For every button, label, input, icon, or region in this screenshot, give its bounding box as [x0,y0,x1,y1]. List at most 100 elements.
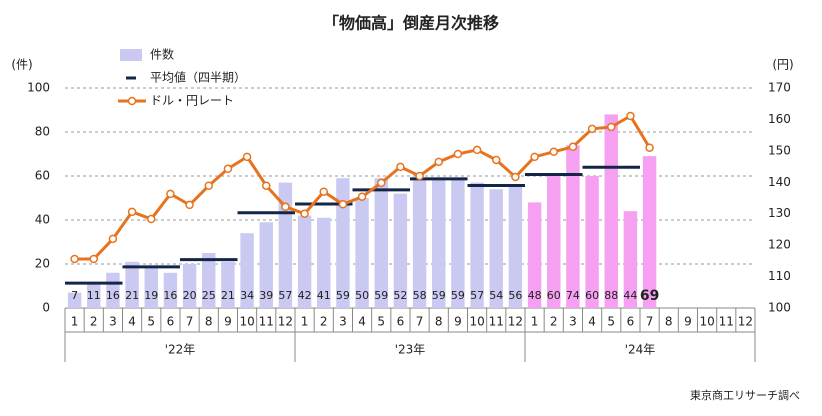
value-label: 59 [374,289,388,302]
y2-tick-label: 120 [768,238,791,252]
bar [412,180,427,308]
value-label: 20 [183,289,197,302]
bar [336,178,350,308]
chart-title: 「物価高」倒産月次推移 [323,14,499,33]
value-label: 19 [144,289,158,302]
y-unit: (件) [11,58,32,72]
x-tick-label: 10 [469,315,484,329]
x-tick-label: 5 [607,315,615,329]
x-tick-label: 1 [531,315,539,329]
bar [374,178,388,308]
bar [355,198,369,308]
bar [489,189,503,308]
x-tick-label: 11 [719,315,734,329]
rate-marker [549,147,558,157]
rate-marker [319,187,328,196]
bar [527,202,542,308]
value-label: 57 [470,289,484,302]
x-tick-label: 9 [454,315,462,329]
x-tick-label: 4 [588,315,596,329]
rate-marker [587,124,597,134]
bar [604,114,618,309]
rate-marker [492,155,501,165]
bar [470,182,484,308]
value-label: 16 [163,289,177,302]
value-label: 7 [71,289,78,302]
rate-marker [357,192,367,201]
value-label: 42 [298,289,312,302]
rate-marker [530,152,539,162]
rate-marker [127,207,137,217]
group-label: '23年 [395,343,426,357]
y2-tick-label: 130 [768,206,791,220]
bar [87,283,101,308]
value-label: 60 [547,289,561,302]
rate-marker [166,189,175,199]
bar [642,156,657,308]
bar [182,264,197,308]
x-tick-label: 8 [205,315,213,329]
x-tick-label: 7 [646,315,654,329]
rate-marker [453,149,463,159]
y2-unit: (円) [772,58,793,72]
rate-marker [645,143,654,152]
rate-marker [338,200,348,209]
x-tick-label: 6 [167,315,175,329]
bar [432,178,446,308]
x-tick-label: 2 [320,315,328,329]
x-tick-label: 4 [358,315,366,329]
bar [585,176,599,308]
y2-tick-label: 160 [768,112,791,126]
legend-label: 件数 [150,47,174,62]
x-tick-label: 3 [339,315,347,329]
legend-swatch [120,49,142,61]
rate-marker [147,214,156,224]
rate-marker [568,142,578,152]
bar [317,217,331,308]
value-label: 21 [221,289,235,302]
group-label: '24年 [625,343,656,357]
rate-marker [511,172,520,182]
value-label: 39 [259,289,273,302]
rate-marker [204,181,213,190]
x-tick-label: 8 [435,315,443,329]
y2-tick-label: 100 [768,301,791,315]
value-label: 58 [413,289,427,302]
y-tick-label: 60 [35,169,50,183]
value-label: 34 [240,289,254,302]
value-label: 54 [489,289,503,302]
x-tick-label: 12 [278,315,293,329]
rate-marker [434,157,443,167]
rate-marker [242,152,252,162]
value-label: 59 [336,289,350,302]
legend-label: ドル・円レート [150,94,234,108]
rate-marker [472,145,482,155]
y-tick-label: 0 [42,301,50,315]
rate-marker [626,111,635,121]
y-tick-label: 40 [35,213,50,227]
x-tick-label: 3 [569,315,577,329]
bar [623,211,638,308]
bar [566,145,580,308]
x-tick-label: 2 [90,315,98,329]
value-label: 50 [355,289,369,302]
y2-tick-label: 140 [768,175,791,189]
x-tick-label: 1 [71,315,79,329]
x-tick-label: 10 [699,315,714,329]
x-tick-label: 2 [550,315,558,329]
rate-marker [281,202,290,212]
value-label: 41 [317,289,331,302]
x-tick-label: 7 [186,315,194,329]
x-tick-label: 6 [627,315,635,329]
x-tick-label: 9 [224,315,232,329]
value-label: 60 [585,289,599,302]
rate-marker [377,178,386,188]
x-tick-label: 12 [508,315,523,329]
group-label: '22年 [165,343,196,357]
x-tick-label: 6 [397,315,405,329]
x-tick-label: 3 [109,315,117,329]
rate-marker [396,162,405,172]
value-label: 11 [87,289,101,302]
x-tick-label: 1 [301,315,309,329]
x-tick-label: 12 [738,315,753,329]
